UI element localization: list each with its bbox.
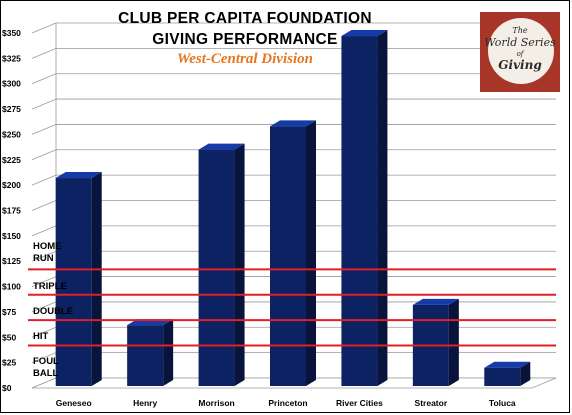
gridline-diagonal [31,250,57,262]
x-tick-label: Morrison [198,398,234,408]
gridline-diagonal [31,326,57,338]
bar [55,172,102,386]
gridline-diagonal [31,22,57,34]
y-tick-label: $250 [2,129,21,139]
x-axis-ticks: Geneseo Henry Morrison Princeton River Citie… [56,398,516,408]
bar-top [341,30,388,37]
y-tick-label: $350 [2,28,21,38]
y-tick-label: $100 [2,282,21,292]
gridline-diagonal [31,174,57,186]
bar-side [520,361,531,386]
y-tick-label: $0 [2,383,12,393]
x-tick-label: Geneseo [56,398,92,408]
bar-front [270,126,306,387]
bar-front [127,325,164,386]
gridline-diagonal [31,200,57,211]
threshold-lines [28,268,556,347]
gridline-diagonal [31,47,57,59]
bar-top [484,361,531,368]
logo-text-giving: Giving [498,58,542,72]
y-tick-label: $200 [2,180,21,190]
y-tick-label: $125 [2,256,21,266]
y-tick-label: $275 [2,104,21,114]
x-tick-label: Streator [415,398,448,408]
bar-top [412,298,459,305]
bar-top [55,172,102,179]
threshold-label: HOME RUN [33,241,62,265]
bar [484,361,531,386]
x-tick-label: River Cities [336,398,383,408]
logo-text-the: The [512,26,528,35]
world-series-of-giving-logo: The World Series of Giving [480,12,560,92]
bar [341,30,388,387]
bar [127,319,174,386]
bar-side [234,143,245,386]
gridline-diagonal [31,149,57,161]
bar-top [270,120,316,127]
gridline-diagonal [31,225,57,237]
bar-side [163,319,174,386]
threshold-label: TRIPLE [33,280,67,292]
y-tick-label: $150 [2,231,21,241]
gridline-diagonal [31,124,57,135]
bar-side [91,172,102,386]
threshold-label: FOUL BALL [33,356,59,379]
bar [198,143,245,386]
y-tick-label: $325 [2,53,21,63]
gridline-diagonal [31,73,57,85]
gridline-diagonal [31,352,57,364]
y-tick-label: $75 [2,307,16,317]
threshold-label: HIT [33,331,49,343]
baseball-icon [488,18,554,84]
y-tick-label: $175 [2,206,21,216]
bar-side [448,298,459,386]
x-tick-label: Toluca [489,398,516,408]
logo-text-of: of [516,50,524,58]
threshold-label: DOUBLE [33,306,74,318]
chart-title-line-1: CLUB PER CAPITA FOUNDATION [118,10,372,27]
chart-subtitle: West-Central Division [177,51,313,67]
gridline-diagonal [31,301,57,313]
y-tick-label: $25 [2,358,16,368]
gridline-diagonal [31,276,57,287]
bar-front [341,36,378,387]
y-tick-label: $50 [2,332,16,342]
bar-side [377,30,388,387]
bars [55,30,531,387]
y-tick-label: $300 [2,79,21,89]
bar-front [198,149,235,386]
bar-front [484,367,521,386]
chart-title-line-2: GIVING PERFORMANCE [152,31,338,48]
y-axis-ticks: $0 $25 $50 $75 $100 $125 $150 $175 $200 $225 $250 $… [2,28,21,393]
y-tick-label: $225 [2,155,21,165]
bar-top [198,143,245,150]
x-tick-label: Princeton [268,398,307,408]
x-tick-label: Henry [133,398,157,408]
bar-front [55,178,92,386]
bar [412,298,459,386]
gridline-diagonal [31,98,57,110]
logo-text-world-series: World Series [484,36,556,49]
